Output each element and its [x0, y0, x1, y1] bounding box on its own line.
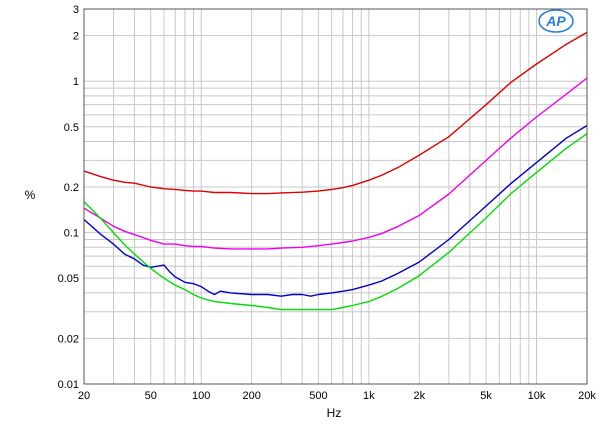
y-tick-label: 0.1 [64, 228, 79, 240]
series-line-3 [83, 124, 588, 297]
x-tick-label: 2k [414, 390, 426, 402]
y-tick-label: 0.01 [58, 379, 79, 391]
y-tick-label: 0.5 [64, 122, 79, 134]
y-tick-label: 1 [73, 76, 79, 88]
y-tick-label: 0.05 [58, 273, 79, 285]
x-tick-label: 20k [578, 390, 596, 402]
grid [83, 8, 588, 385]
series-line-2 [83, 77, 588, 250]
x-axis-label: Hz [327, 406, 342, 420]
plot-frame [83, 8, 588, 385]
series-line-1 [83, 31, 588, 195]
y-tick-label: 0.2 [64, 182, 79, 194]
ap-logo-icon: AP [538, 9, 574, 33]
series-group [83, 31, 588, 311]
y-axis-label: % [25, 188, 36, 202]
logo-text: AP [545, 13, 566, 29]
tick-labels: 20 50 100 200 500 1k 2k 5k 10k 20k 0.01 0.02 0.05 0.1… [58, 4, 597, 402]
x-tick-label: 200 [242, 390, 260, 402]
x-tick-label: 10k [528, 390, 546, 402]
x-tick-label: 5k [480, 390, 492, 402]
x-tick-label: 50 [145, 390, 157, 402]
y-tick-label: 0.02 [58, 333, 79, 345]
series-line-4 [83, 133, 588, 311]
x-tick-label: 1k [363, 390, 375, 402]
x-tick-label: 100 [192, 390, 210, 402]
x-tick-label: 20 [78, 390, 90, 402]
x-tick-label: 500 [309, 390, 327, 402]
y-tick-label: 2 [73, 31, 79, 43]
y-tick-label: 3 [73, 4, 79, 16]
